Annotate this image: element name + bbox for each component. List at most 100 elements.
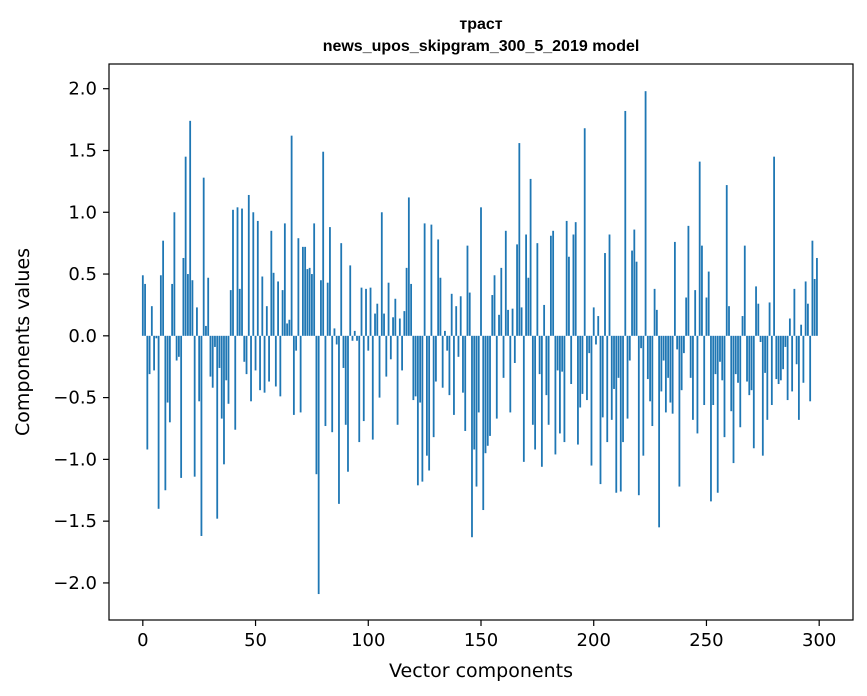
bar	[148, 335, 151, 375]
bar	[649, 335, 651, 402]
x-tick-label: 0	[137, 630, 148, 651]
bar	[484, 335, 487, 454]
bar	[475, 335, 478, 487]
bar	[166, 335, 169, 403]
bar	[367, 335, 370, 351]
bar	[782, 335, 785, 370]
y-tick-label: 2.0	[68, 79, 97, 100]
bar	[549, 235, 552, 336]
bar	[480, 207, 482, 336]
bar	[308, 267, 311, 336]
x-tick-label: 200	[577, 630, 611, 651]
bar	[457, 335, 460, 357]
bar	[601, 335, 604, 418]
bar	[353, 330, 356, 336]
bar	[200, 335, 203, 536]
bar	[171, 283, 174, 336]
y-axis-ticks: −2.0 −1.5 −1.0 −0.5 0.0 0.5 1.0 1.5 2.0	[53, 79, 109, 594]
bar	[144, 283, 146, 336]
bar	[245, 335, 248, 375]
bar	[561, 335, 564, 372]
bar	[784, 335, 787, 347]
bar	[349, 265, 352, 336]
bar	[155, 335, 158, 339]
bar	[464, 335, 467, 431]
bar	[568, 256, 570, 336]
bar	[689, 335, 692, 378]
bar	[344, 335, 347, 425]
bar	[385, 335, 388, 377]
bar	[655, 309, 658, 336]
bar	[581, 335, 584, 394]
bar	[288, 319, 291, 336]
bar	[175, 335, 178, 361]
bar	[162, 240, 165, 336]
bar	[574, 222, 577, 336]
bar	[554, 335, 557, 455]
bar	[297, 238, 300, 336]
bar	[534, 335, 537, 450]
bar	[270, 230, 273, 336]
bar	[322, 151, 325, 336]
bar	[376, 303, 379, 336]
bar	[770, 335, 773, 406]
bar	[263, 335, 266, 393]
bar	[378, 335, 381, 398]
chart-title-line1: траст	[459, 16, 502, 33]
bar	[410, 283, 413, 336]
bar	[236, 207, 239, 336]
y-tick-label: 1.5	[68, 140, 97, 161]
bar	[692, 335, 694, 420]
bar	[719, 335, 721, 362]
bar	[680, 335, 683, 391]
bar	[250, 335, 252, 402]
bar	[793, 288, 796, 336]
bar	[414, 335, 417, 397]
bar	[446, 335, 449, 351]
x-tick-label: 50	[244, 630, 267, 651]
bar	[315, 335, 318, 475]
bar	[184, 156, 187, 336]
bar	[146, 335, 149, 450]
x-axis-ticks: 0 50 100 150 200 250 300	[137, 620, 836, 651]
bar	[739, 335, 742, 428]
bar	[786, 335, 789, 401]
bar	[450, 293, 453, 336]
bar	[698, 161, 701, 336]
y-tick-label: 0.0	[68, 326, 97, 347]
bar	[229, 290, 232, 336]
bar	[696, 335, 699, 434]
bar	[714, 335, 717, 375]
bar	[599, 335, 602, 485]
bar	[292, 335, 295, 415]
bar	[365, 288, 367, 336]
bar	[286, 323, 289, 336]
bar	[710, 335, 712, 502]
bar	[468, 292, 471, 336]
bar	[610, 335, 613, 420]
bar	[225, 335, 228, 381]
bar	[419, 335, 422, 403]
bar	[220, 335, 223, 419]
bar	[150, 306, 153, 336]
bar	[737, 335, 739, 383]
bar	[592, 307, 595, 336]
bar	[191, 280, 194, 336]
bar	[556, 335, 559, 371]
bar	[757, 303, 760, 336]
bar	[396, 335, 399, 425]
bar	[374, 313, 376, 336]
y-axis-label: Components values	[12, 248, 34, 436]
bar	[259, 335, 261, 391]
bar	[678, 335, 681, 487]
bar	[624, 110, 627, 336]
bar	[590, 335, 593, 466]
bar	[664, 335, 667, 413]
bar	[338, 335, 340, 504]
bar	[362, 335, 365, 422]
bar	[441, 335, 444, 388]
bar	[279, 335, 282, 397]
bar	[335, 335, 338, 345]
bar	[694, 290, 697, 336]
bar	[721, 335, 724, 381]
